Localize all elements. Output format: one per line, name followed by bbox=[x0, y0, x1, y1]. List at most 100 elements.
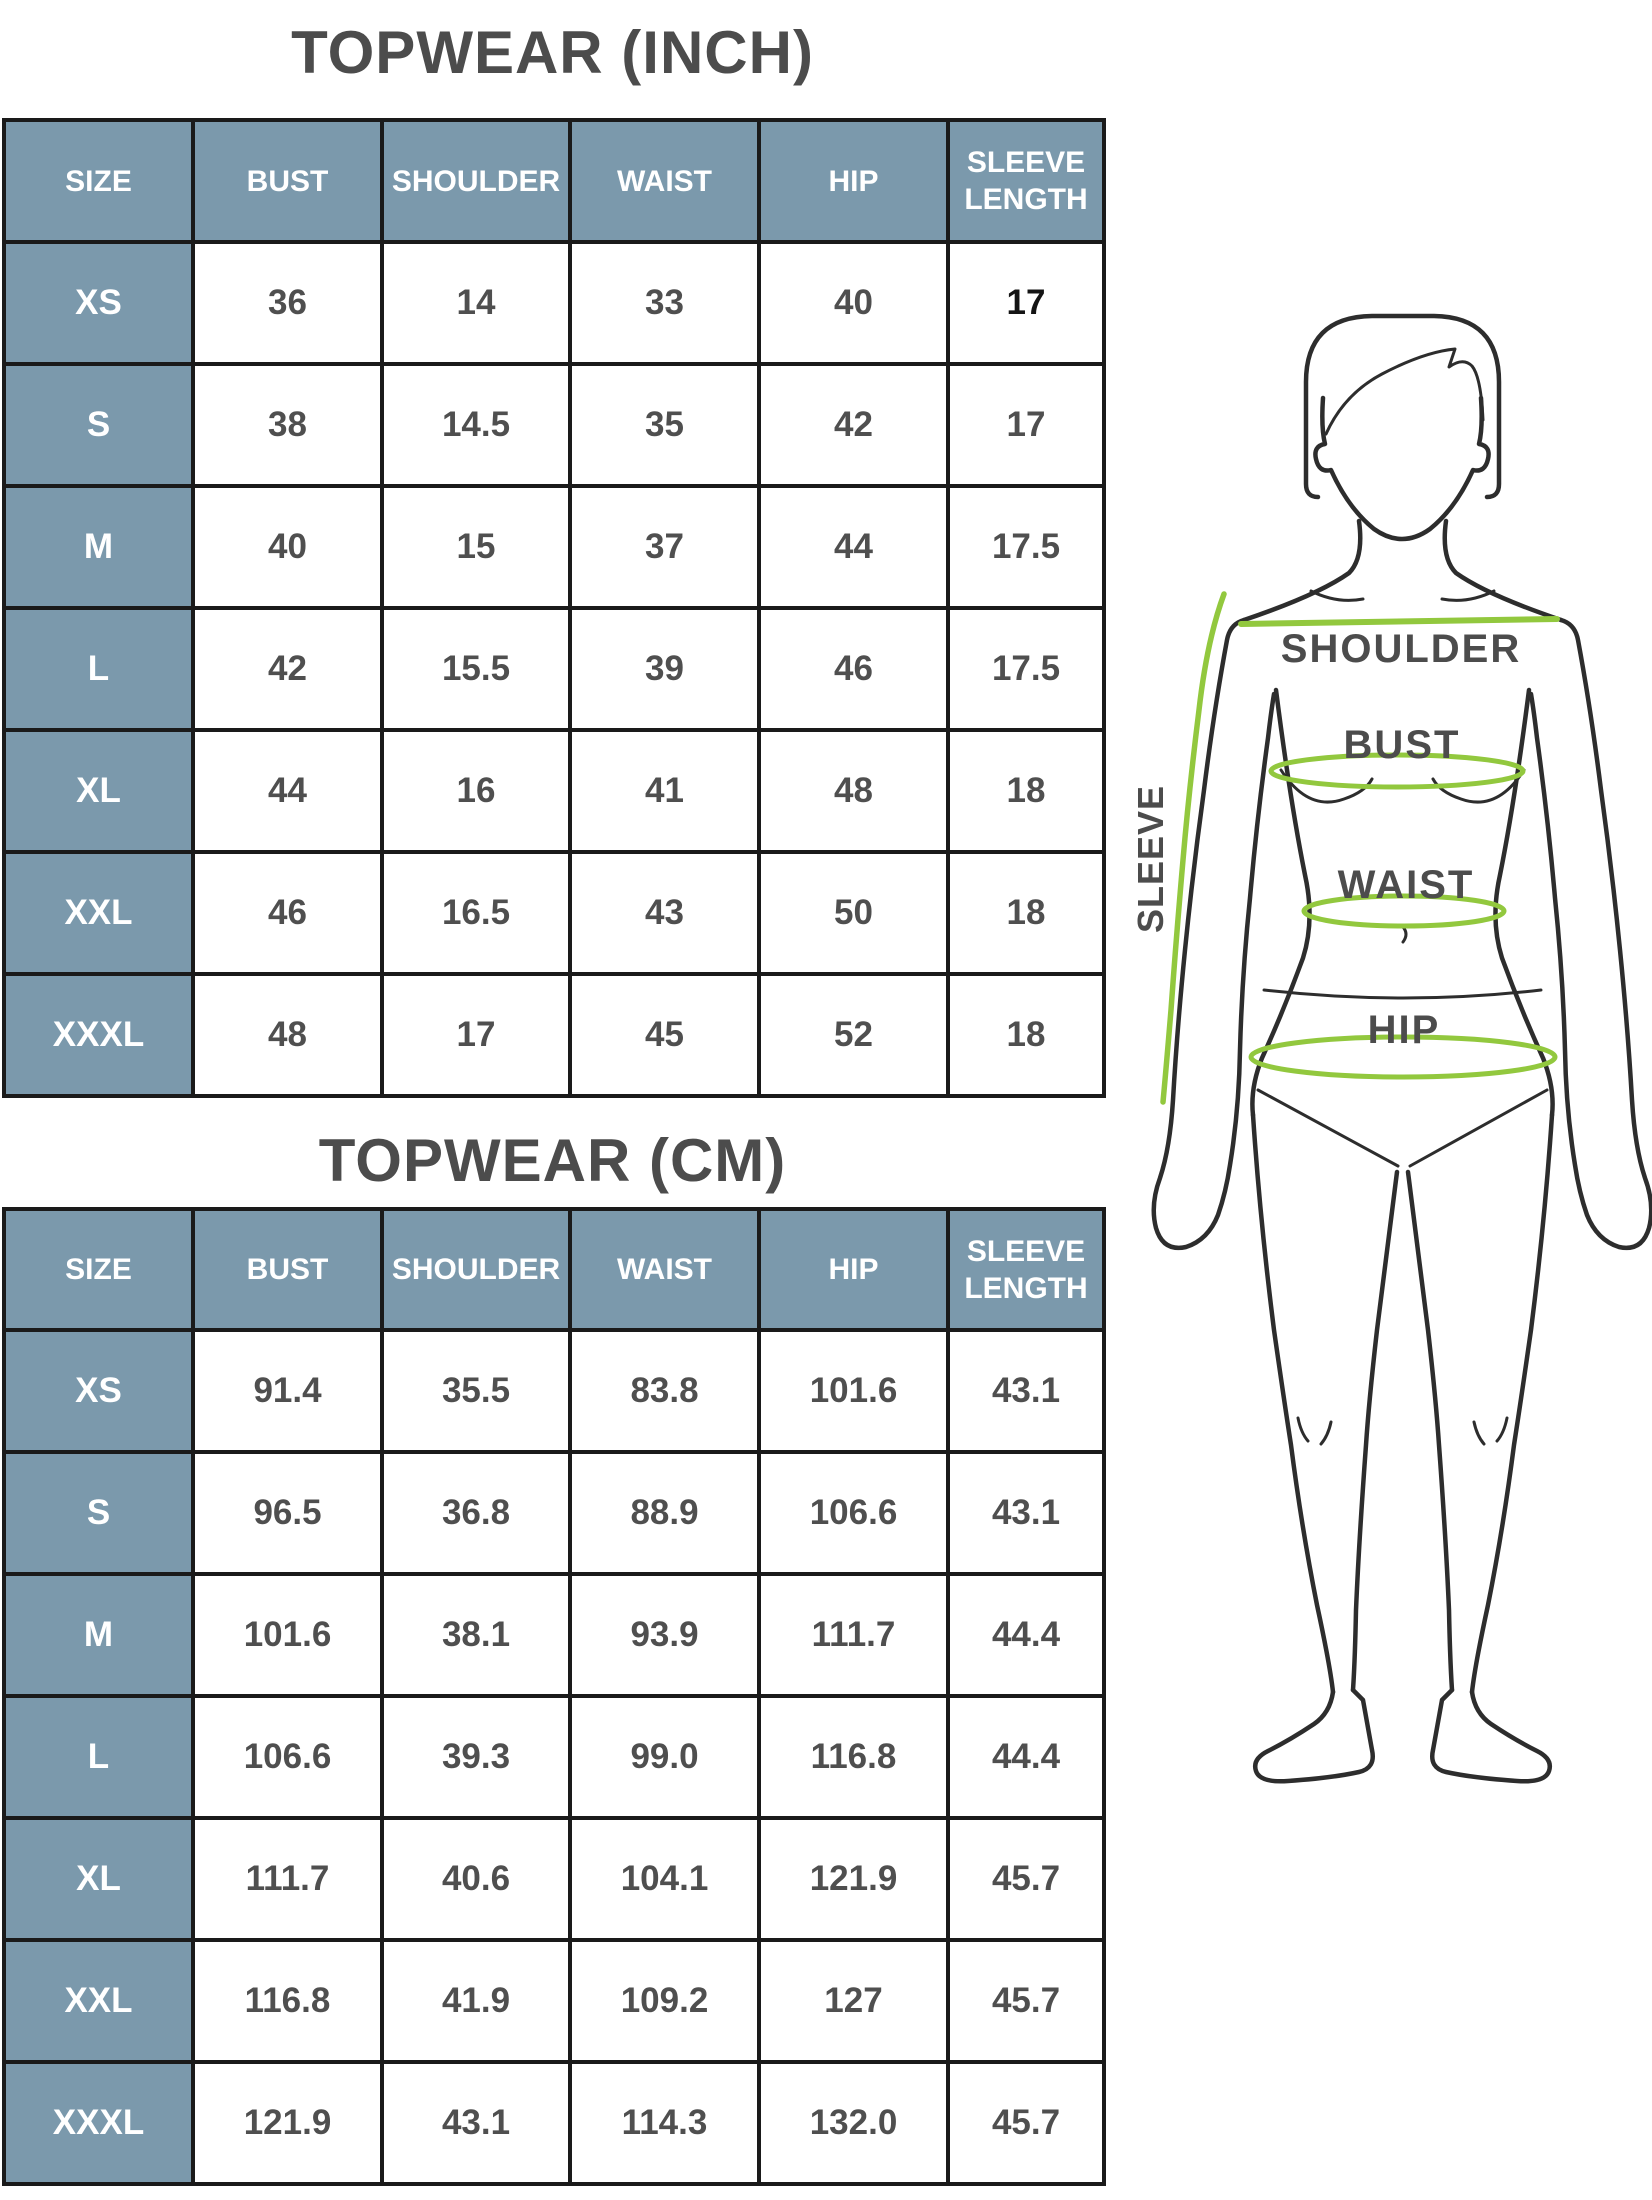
table-row: L 42 15.5 39 46 17.5 bbox=[2, 606, 1106, 732]
size-cell: XXL bbox=[2, 850, 195, 976]
shoulder-label: SHOULDER bbox=[1281, 627, 1521, 671]
value-cell: 45.7 bbox=[946, 1938, 1106, 2064]
size-cell: XL bbox=[2, 1816, 195, 1942]
value-cell: 45.7 bbox=[946, 2060, 1106, 2186]
value-cell: 18 bbox=[946, 972, 1106, 1098]
value-cell: 121.9 bbox=[757, 1816, 950, 1942]
value-cell: 99.0 bbox=[568, 1694, 761, 1820]
panty-top-line bbox=[1262, 988, 1543, 1000]
value-cell: 48 bbox=[757, 728, 950, 854]
value-cell: 101.6 bbox=[757, 1328, 950, 1454]
value-cell: 43 bbox=[568, 850, 761, 976]
table-row: M 40 15 37 44 17.5 bbox=[2, 484, 1106, 610]
size-cell: XXXL bbox=[2, 2060, 195, 2186]
value-cell: 43.1 bbox=[380, 2060, 572, 2186]
size-cell: XS bbox=[2, 1328, 195, 1454]
header-row: SIZE BUST SHOULDER WAIST HIP SLEEVE LENGTH bbox=[2, 118, 1106, 244]
value-cell: 16 bbox=[380, 728, 572, 854]
value-cell: 16.5 bbox=[380, 850, 572, 976]
left-foot bbox=[1253, 1687, 1375, 1784]
size-cell: XXL bbox=[2, 1938, 195, 2064]
value-cell: 42 bbox=[757, 362, 950, 488]
clavicle-right bbox=[1440, 589, 1496, 602]
table-row: XL 111.7 40.6 104.1 121.9 45.7 bbox=[2, 1816, 1106, 1942]
shoulder-measure-line bbox=[1238, 616, 1560, 627]
value-cell: 48 bbox=[191, 972, 384, 1098]
body-measurement-figure: SHOULDER BUST WAIST HIP SLEEVE bbox=[1100, 230, 1652, 1790]
size-cell: XXXL bbox=[2, 972, 195, 1098]
table-row: XS 36 14 33 40 17 bbox=[2, 240, 1106, 366]
table-row: XXL 46 16.5 43 50 18 bbox=[2, 850, 1106, 976]
value-cell: 114.3 bbox=[568, 2060, 761, 2186]
value-cell: 44.4 bbox=[946, 1572, 1106, 1698]
value-cell: 44 bbox=[757, 484, 950, 610]
value-cell: 91.4 bbox=[191, 1328, 384, 1454]
value-cell: 121.9 bbox=[191, 2060, 384, 2186]
value-cell: 43.1 bbox=[946, 1328, 1106, 1454]
value-cell: 40 bbox=[757, 240, 950, 366]
size-cell: L bbox=[2, 606, 195, 732]
bust-measure-ellipse bbox=[1268, 752, 1526, 790]
table-row: S 38 14.5 35 42 17 bbox=[2, 362, 1106, 488]
value-cell: 88.9 bbox=[568, 1450, 761, 1576]
value-cell: 33 bbox=[568, 240, 761, 366]
clavicle-left bbox=[1309, 589, 1365, 602]
value-cell: 17 bbox=[946, 362, 1106, 488]
value-cell: 93.9 bbox=[568, 1572, 761, 1698]
header-cell: SLEEVE LENGTH bbox=[946, 118, 1106, 244]
sleeve-label: SLEEVE bbox=[1130, 785, 1171, 933]
left-arm bbox=[1151, 617, 1277, 1251]
header-cell: SIZE bbox=[2, 118, 195, 244]
value-cell: 127 bbox=[757, 1938, 950, 2064]
value-cell: 35.5 bbox=[380, 1328, 572, 1454]
size-cell: XS bbox=[2, 240, 195, 366]
table-row: XXXL 121.9 43.1 114.3 132.0 45.7 bbox=[2, 2060, 1106, 2186]
table-row: M 101.6 38.1 93.9 111.7 44.4 bbox=[2, 1572, 1106, 1698]
value-cell: 46 bbox=[757, 606, 950, 732]
hair-fringe bbox=[1324, 347, 1485, 436]
value-cell: 18 bbox=[946, 850, 1106, 976]
value-cell: 39.3 bbox=[380, 1694, 572, 1820]
header-cell: BUST bbox=[191, 118, 384, 244]
value-cell: 45.7 bbox=[946, 1816, 1106, 1942]
size-cell: M bbox=[2, 484, 195, 610]
value-cell: 42 bbox=[191, 606, 384, 732]
neck-right bbox=[1442, 518, 1564, 623]
value-cell: 38.1 bbox=[380, 1572, 572, 1698]
hip-measure-ellipse bbox=[1248, 1034, 1558, 1080]
header-cell: SHOULDER bbox=[380, 118, 572, 244]
value-cell: 36.8 bbox=[380, 1450, 572, 1576]
value-cell: 46 bbox=[191, 850, 384, 976]
size-cell: S bbox=[2, 362, 195, 488]
right-foot bbox=[1430, 1687, 1552, 1784]
size-cell: L bbox=[2, 1694, 195, 1820]
size-cell: S bbox=[2, 1450, 195, 1576]
value-cell: 37 bbox=[568, 484, 761, 610]
value-cell: 15 bbox=[380, 484, 572, 610]
inch-table-title: TOPWEAR (INCH) bbox=[291, 19, 814, 86]
value-cell: 17.5 bbox=[946, 484, 1106, 610]
topwear-cm-table: SIZE BUST SHOULDER WAIST HIP SLEEVE LENGTH XS… bbox=[2, 1207, 1106, 2186]
table-row: XL 44 16 41 48 18 bbox=[2, 728, 1106, 854]
cm-table-title: TOPWEAR (CM) bbox=[318, 1127, 787, 1194]
right-knee-mark bbox=[1472, 1416, 1509, 1446]
value-cell: 17.5 bbox=[946, 606, 1106, 732]
header-row: SIZE BUST SHOULDER WAIST HIP SLEEVE LENGTH bbox=[2, 1207, 1106, 1332]
value-cell: 41.9 bbox=[380, 1938, 572, 2064]
value-cell: 109.2 bbox=[568, 1938, 761, 2064]
right-leg-inner bbox=[1405, 1169, 1455, 1693]
value-cell: 96.5 bbox=[191, 1450, 384, 1576]
measurement-marks bbox=[1160, 591, 1560, 1105]
value-cell: 50 bbox=[757, 850, 950, 976]
hair-outline bbox=[1303, 313, 1502, 500]
value-cell: 111.7 bbox=[757, 1572, 950, 1698]
value-cell: 111.7 bbox=[191, 1816, 384, 1942]
left-knee-mark bbox=[1296, 1416, 1333, 1446]
table-row: L 106.6 39.3 99.0 116.8 44.4 bbox=[2, 1694, 1106, 1820]
value-cell: 45 bbox=[568, 972, 761, 1098]
value-cell: 39 bbox=[568, 606, 761, 732]
size-cell: M bbox=[2, 1572, 195, 1698]
header-cell: SIZE bbox=[2, 1207, 195, 1332]
value-cell: 17 bbox=[946, 240, 1106, 366]
table-row: S 96.5 36.8 88.9 106.6 43.1 bbox=[2, 1450, 1106, 1576]
